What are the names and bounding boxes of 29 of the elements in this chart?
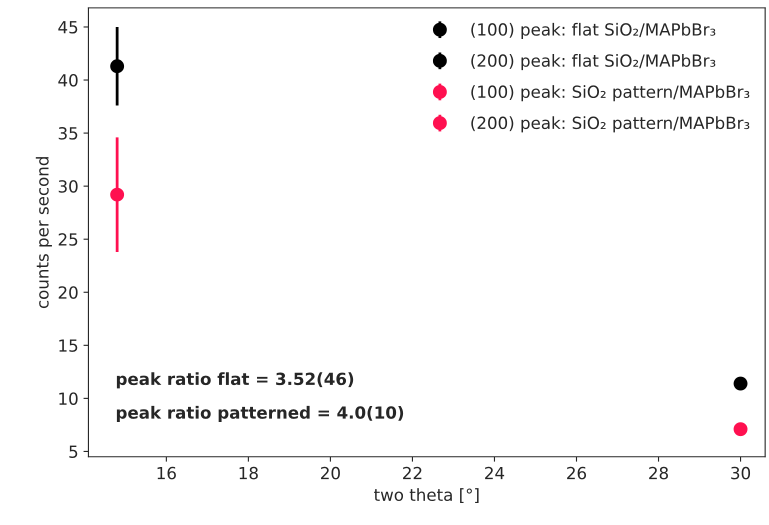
y-tick-label: 20 [58, 286, 78, 299]
y-tick-label: 40 [58, 74, 78, 87]
x-axis-title: two theta [°] [374, 488, 479, 504]
y-tick-label: 25 [58, 233, 78, 246]
legend-label: (200) peak: flat SiO₂/MAPbBr₃ [471, 54, 716, 70]
y-tick-label: 5 [69, 446, 78, 458]
x-tick-label: 26 [567, 466, 586, 480]
annotation: peak ratio flat = 3.52(46) [116, 372, 354, 388]
y-tick-label: 45 [58, 21, 78, 34]
y-axis-title: counts per second [36, 157, 52, 308]
x-tick-label: 18 [240, 466, 258, 480]
x-tick-label: 20 [321, 466, 340, 480]
point [110, 59, 124, 74]
x-tick-label: 28 [649, 466, 668, 480]
point [734, 376, 748, 390]
legend-label: (200) peak: SiO₂ pattern/MAPbBr₃ [471, 116, 750, 132]
annotation: peak ratio patterned = 4.0(10) [116, 406, 404, 422]
x-tick-label: 24 [485, 466, 504, 480]
point [110, 188, 124, 202]
point [734, 422, 748, 436]
legend-label: (100) peak: flat SiO₂/MAPbBr₃ [471, 22, 716, 40]
y-tick-label: 30 [58, 180, 78, 193]
y-tick-label: 15 [59, 340, 78, 352]
x-tick-label: 30 [731, 466, 750, 480]
y-tick-label: 35 [58, 127, 78, 140]
y-tick-label: 10 [59, 392, 78, 405]
x-tick-label: 16 [158, 466, 176, 480]
x-tick-label: 22 [403, 466, 422, 480]
legend-label: (100) peak: SiO₂ pattern/MAPbBr₃ [471, 85, 750, 102]
